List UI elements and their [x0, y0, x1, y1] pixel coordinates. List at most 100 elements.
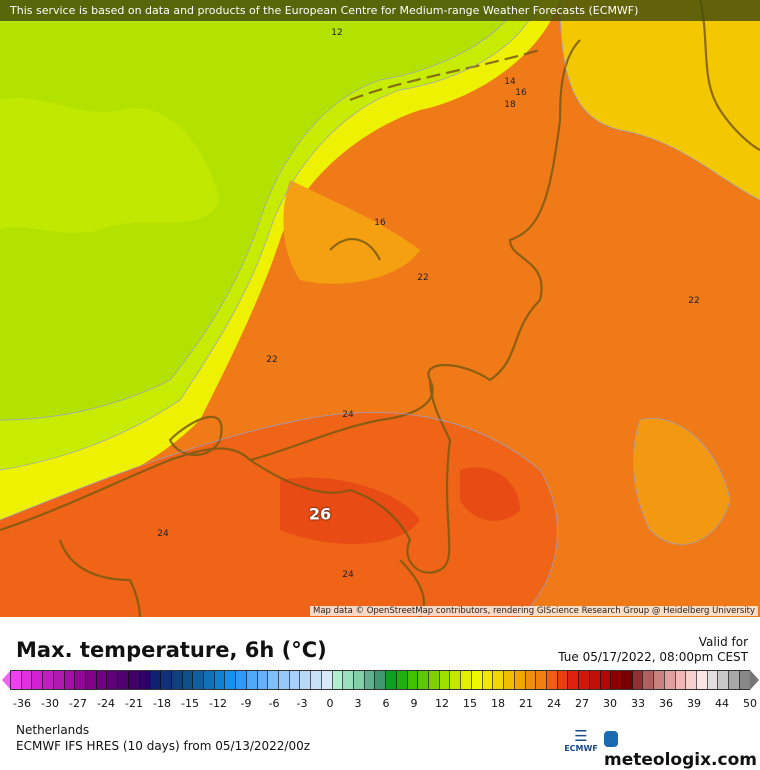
colorbar-tick-label: 0 [326, 697, 334, 710]
colorbar-tick-label: -24 [97, 697, 115, 710]
colorbar-swatch [138, 671, 150, 689]
colorbar-swatch [331, 671, 343, 689]
colorbar-swatch [31, 671, 43, 689]
meteologix-icon [604, 731, 618, 747]
north-east-zone [560, 0, 760, 200]
colorbar-swatch [235, 671, 246, 689]
colorbar-swatch [556, 671, 568, 689]
colorbar-tick-label: -3 [296, 697, 308, 710]
colorbar-tick-label: 30 [603, 697, 617, 710]
colorbar-swatch [696, 671, 707, 689]
colorbar-swatch [503, 671, 514, 689]
colorbar-swatch [42, 671, 53, 689]
colorbar-swatch [610, 671, 621, 689]
colorbar-swatch [85, 671, 96, 689]
sea-patch [0, 97, 220, 233]
colorbar-tick-label: 9 [410, 697, 418, 710]
meteologix-logo[interactable]: meteologix.com [604, 730, 760, 770]
temperature-map[interactable]: This service is based on data and produc… [0, 0, 760, 617]
colorbar-max-arrow [750, 670, 759, 690]
colorbar-swatch [245, 671, 257, 689]
colorbar-tick-label: 6 [382, 697, 390, 710]
colorbar-swatch [256, 671, 268, 689]
colorbar-swatch [192, 671, 203, 689]
colorbar-tick-label: 27 [575, 697, 589, 710]
colorbar-swatch [513, 671, 525, 689]
region-label: Netherlands [16, 723, 90, 737]
colorbar-tick-label: 50 [743, 697, 757, 710]
colorbar-swatch [428, 671, 439, 689]
colorbar-tick-label: -27 [69, 697, 87, 710]
contour-label: 12 [331, 28, 343, 38]
green-zone [0, 0, 520, 420]
contour-label: 18 [504, 100, 516, 110]
colorbar-swatch [320, 671, 332, 689]
colorbar-tick-label: -9 [240, 697, 252, 710]
colorbar-swatch [738, 671, 750, 689]
colorbar-tick-label: 36 [659, 697, 673, 710]
colorbar-swatch [674, 671, 686, 689]
colorbar-swatch [545, 671, 557, 689]
colorbar-swatch [492, 671, 504, 689]
orange-patch [283, 180, 420, 284]
contour-label: 22 [688, 296, 700, 306]
colorbar-tick-label: -36 [13, 697, 31, 710]
colorbar-swatch [10, 671, 21, 689]
colorbar-swatch [170, 671, 182, 689]
colorbar-swatch [127, 671, 139, 689]
ecmwf-logo: ☰ ECMWF [564, 727, 598, 753]
colorbar-tick-label: 3 [354, 697, 362, 710]
valid-time-block: Valid for Tue 05/17/2022, 08:00pm CEST [558, 635, 748, 665]
contour-label: 22 [417, 273, 429, 283]
colorbar-swatch [20, 671, 32, 689]
contour-label: 14 [504, 77, 516, 87]
colorbar-swatch [149, 671, 161, 689]
colorbar-tick-label: 21 [519, 697, 533, 710]
colorbar-tick-label: 39 [687, 697, 701, 710]
contour-label: 16 [374, 218, 386, 228]
colorbar-tick-label: -15 [181, 697, 199, 710]
model-run-label: ECMWF IFS HRES (10 days) from 05/13/2022… [16, 739, 311, 753]
map-title: Max. temperature, 6h (°C) [16, 638, 327, 662]
map-layers [0, 0, 760, 617]
colorbar-swatch [181, 671, 193, 689]
colorbar-tick-label: -12 [209, 697, 227, 710]
colorbar-swatch [117, 671, 128, 689]
colorbar [10, 670, 750, 690]
colorbar-swatch [599, 671, 611, 689]
colorbar-swatch [470, 671, 482, 689]
colorbar-tick-label: -6 [268, 697, 280, 710]
contour-label: 24 [157, 529, 169, 539]
colorbar-swatch [52, 671, 64, 689]
colorbar-swatch [342, 671, 353, 689]
colorbar-swatch [395, 671, 407, 689]
colorbar-tick-label: 12 [435, 697, 449, 710]
contour-label: 24 [342, 570, 354, 580]
colorbar-swatch [578, 671, 589, 689]
colorbar-swatch [106, 671, 118, 689]
colorbar-swatch [706, 671, 718, 689]
colorbar-swatch [685, 671, 696, 689]
contour-label-max: 26 [308, 504, 332, 524]
colorbar-swatch [728, 671, 739, 689]
borders [0, 0, 760, 617]
colorbar-swatch [74, 671, 86, 689]
colorbar-swatch [224, 671, 236, 689]
colorbar-swatch [524, 671, 536, 689]
colorbar-swatch [631, 671, 643, 689]
colorbar-swatch [299, 671, 311, 689]
colorbar-swatch [160, 671, 171, 689]
colorbar-swatch [288, 671, 300, 689]
colorbar-tick-label: 44 [715, 697, 729, 710]
colorbar-tick-label: -30 [41, 697, 59, 710]
colorbar-swatch [642, 671, 654, 689]
colorbar-ticks: -36 -30 -27 -24 -21 -18 -15 -12 -9 -6 -3 0 3 6 9 12 15 18… [0, 697, 760, 711]
map-attribution: Map data © OpenStreetMap contributors, r… [310, 606, 758, 616]
colorbar-swatch [567, 671, 579, 689]
colorbar-swatch [460, 671, 471, 689]
colorbar-swatch [385, 671, 396, 689]
valid-time: Tue 05/17/2022, 08:00pm CEST [558, 650, 748, 664]
colorbar-swatch [588, 671, 600, 689]
colorbar-swatch [449, 671, 461, 689]
cool-patch-east [633, 418, 730, 545]
